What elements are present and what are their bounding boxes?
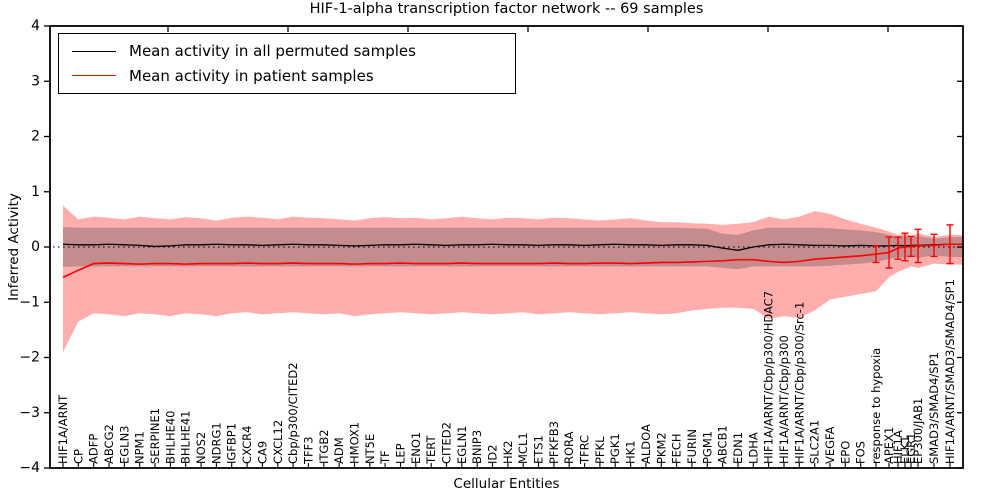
x-tick-label: FECH xyxy=(670,433,684,464)
x-tick-label: EGLN3 xyxy=(117,425,131,464)
x-tick-label: LEP xyxy=(394,443,408,464)
x-tick-label: VEGFA xyxy=(823,426,837,464)
x-tick-label: CXCL12 xyxy=(271,420,285,464)
x-tick-label: CA9 xyxy=(255,441,269,464)
x-tick-label: NT5E xyxy=(363,434,377,464)
legend-label-permuted: Mean activity in all permuted samples xyxy=(129,42,416,61)
x-tick-label: RORA xyxy=(562,431,576,464)
y-tick-label: −3 xyxy=(19,405,40,421)
x-tick-label: NOS2 xyxy=(194,432,208,464)
x-tick-label: response to hypoxia xyxy=(869,348,883,464)
x-tick-label: PFKL xyxy=(593,436,607,464)
x-tick-label: TFRC xyxy=(578,435,592,465)
x-tick-label: CITED2 xyxy=(440,422,454,464)
x-tick-label: ITGB2 xyxy=(317,429,331,464)
chart-title: HIF-1-alpha transcription factor network… xyxy=(309,1,704,17)
x-tick-label: PGM1 xyxy=(700,431,714,464)
x-tick-label: ABCB1 xyxy=(716,425,730,464)
x-tick-label: HIF1A/ARNT/SMAD3/SMAD4/SP1 xyxy=(943,279,957,464)
x-tick-label: ENO1 xyxy=(409,432,423,464)
permuted-mean-line xyxy=(62,243,962,251)
patient-line-swatch xyxy=(72,75,116,77)
x-tick-label: CP xyxy=(71,449,85,464)
x-tick-label: TF xyxy=(378,450,392,465)
x-tick-label: BNIP3 xyxy=(470,430,484,464)
x-tick-label: ID2 xyxy=(486,444,500,464)
x-tick-label: LDHA xyxy=(746,432,760,464)
x-tick-label: HK1 xyxy=(624,440,638,464)
x-tick-label: SLC2A1 xyxy=(808,420,822,464)
x-tick-label: NPM1 xyxy=(133,431,147,464)
y-tick-label: 3 xyxy=(31,73,40,89)
x-tick-label: EPO xyxy=(838,441,852,464)
x-tick-label: APEX1 xyxy=(882,427,896,464)
y-tick-label: −4 xyxy=(19,460,40,476)
x-tick-label: HK2 xyxy=(501,440,515,464)
x-axis-label: Cellular Entities xyxy=(453,476,560,492)
x-tick-label: HIF1A xyxy=(891,430,905,464)
x-tick-label: FURIN xyxy=(685,429,699,464)
x-tick-label: Cbp/p300/CITED2 xyxy=(286,362,300,464)
x-tick-label: EGLN1 xyxy=(455,425,469,464)
legend-item-permuted: Mean activity in all permuted samples xyxy=(59,42,515,60)
x-tick-label: FOS xyxy=(854,441,868,464)
x-tick-label: HMOX1 xyxy=(348,422,362,464)
x-tick-label: ADFP xyxy=(87,434,101,464)
x-tick-label: ABCG2 xyxy=(102,424,116,464)
legend-label-patient: Mean activity in patient samples xyxy=(129,66,374,85)
permuted-samples-range-band xyxy=(63,227,962,270)
y-tick-label: −2 xyxy=(19,350,40,366)
x-tick-label: BHLHE41 xyxy=(179,411,193,465)
y-tick-label: 4 xyxy=(31,18,40,34)
x-tick-label: NDRG1 xyxy=(209,422,223,464)
x-tick-label: BHLHE40 xyxy=(163,411,177,465)
x-tick-label: HIF1A/ARNT/Cbp/p300/HDAC7 xyxy=(762,291,776,464)
x-tick-label: PGK1 xyxy=(608,433,622,464)
x-tick-label: HIF1A/ARNT xyxy=(56,394,70,464)
x-tick-label: CXCR4 xyxy=(240,426,254,464)
x-tick-label: HIF1A/ARNT/Cbp/p300/Src-1 xyxy=(792,302,806,464)
x-tick-label: PFKFB3 xyxy=(547,421,561,464)
x-tick-label: SMAD3/SMAD4/SP1 xyxy=(927,352,941,464)
x-tick-label: ETS1 xyxy=(532,435,546,464)
patient-mean-line xyxy=(62,243,962,279)
x-tick-label: EDN1 xyxy=(731,432,745,464)
x-tick-label: EP300/JAB1 xyxy=(911,398,925,464)
legend-item-patient: Mean activity in patient samples xyxy=(59,67,515,85)
x-tick-label: MCL1 xyxy=(516,432,530,464)
legend: Mean activity in all permuted samples Me… xyxy=(58,33,516,94)
permuted-line-swatch xyxy=(72,50,116,52)
x-tick-label: HIF1A/ARNT/Cbp/p300 xyxy=(777,335,791,464)
x-tick-label: TERT xyxy=(424,435,438,465)
x-tick-label: TFF3 xyxy=(301,436,315,465)
x-tick-label: EGR1 xyxy=(904,433,918,465)
y-tick-label: −1 xyxy=(19,294,40,310)
x-tick-label: SERPINE1 xyxy=(148,408,162,464)
x-tick-label: ALDOA xyxy=(639,424,653,464)
x-tick-label: PKM2 xyxy=(654,432,668,464)
y-tick-label: 1 xyxy=(31,184,40,200)
patient-samples-range-band xyxy=(63,205,962,352)
y-tick-label: 2 xyxy=(31,129,40,145)
x-tick-label: IGFBP1 xyxy=(225,423,239,464)
x-tick-label: ADM xyxy=(332,437,346,464)
x-tick-label: ELK1 xyxy=(898,435,912,464)
y-tick-label: 0 xyxy=(31,239,40,255)
